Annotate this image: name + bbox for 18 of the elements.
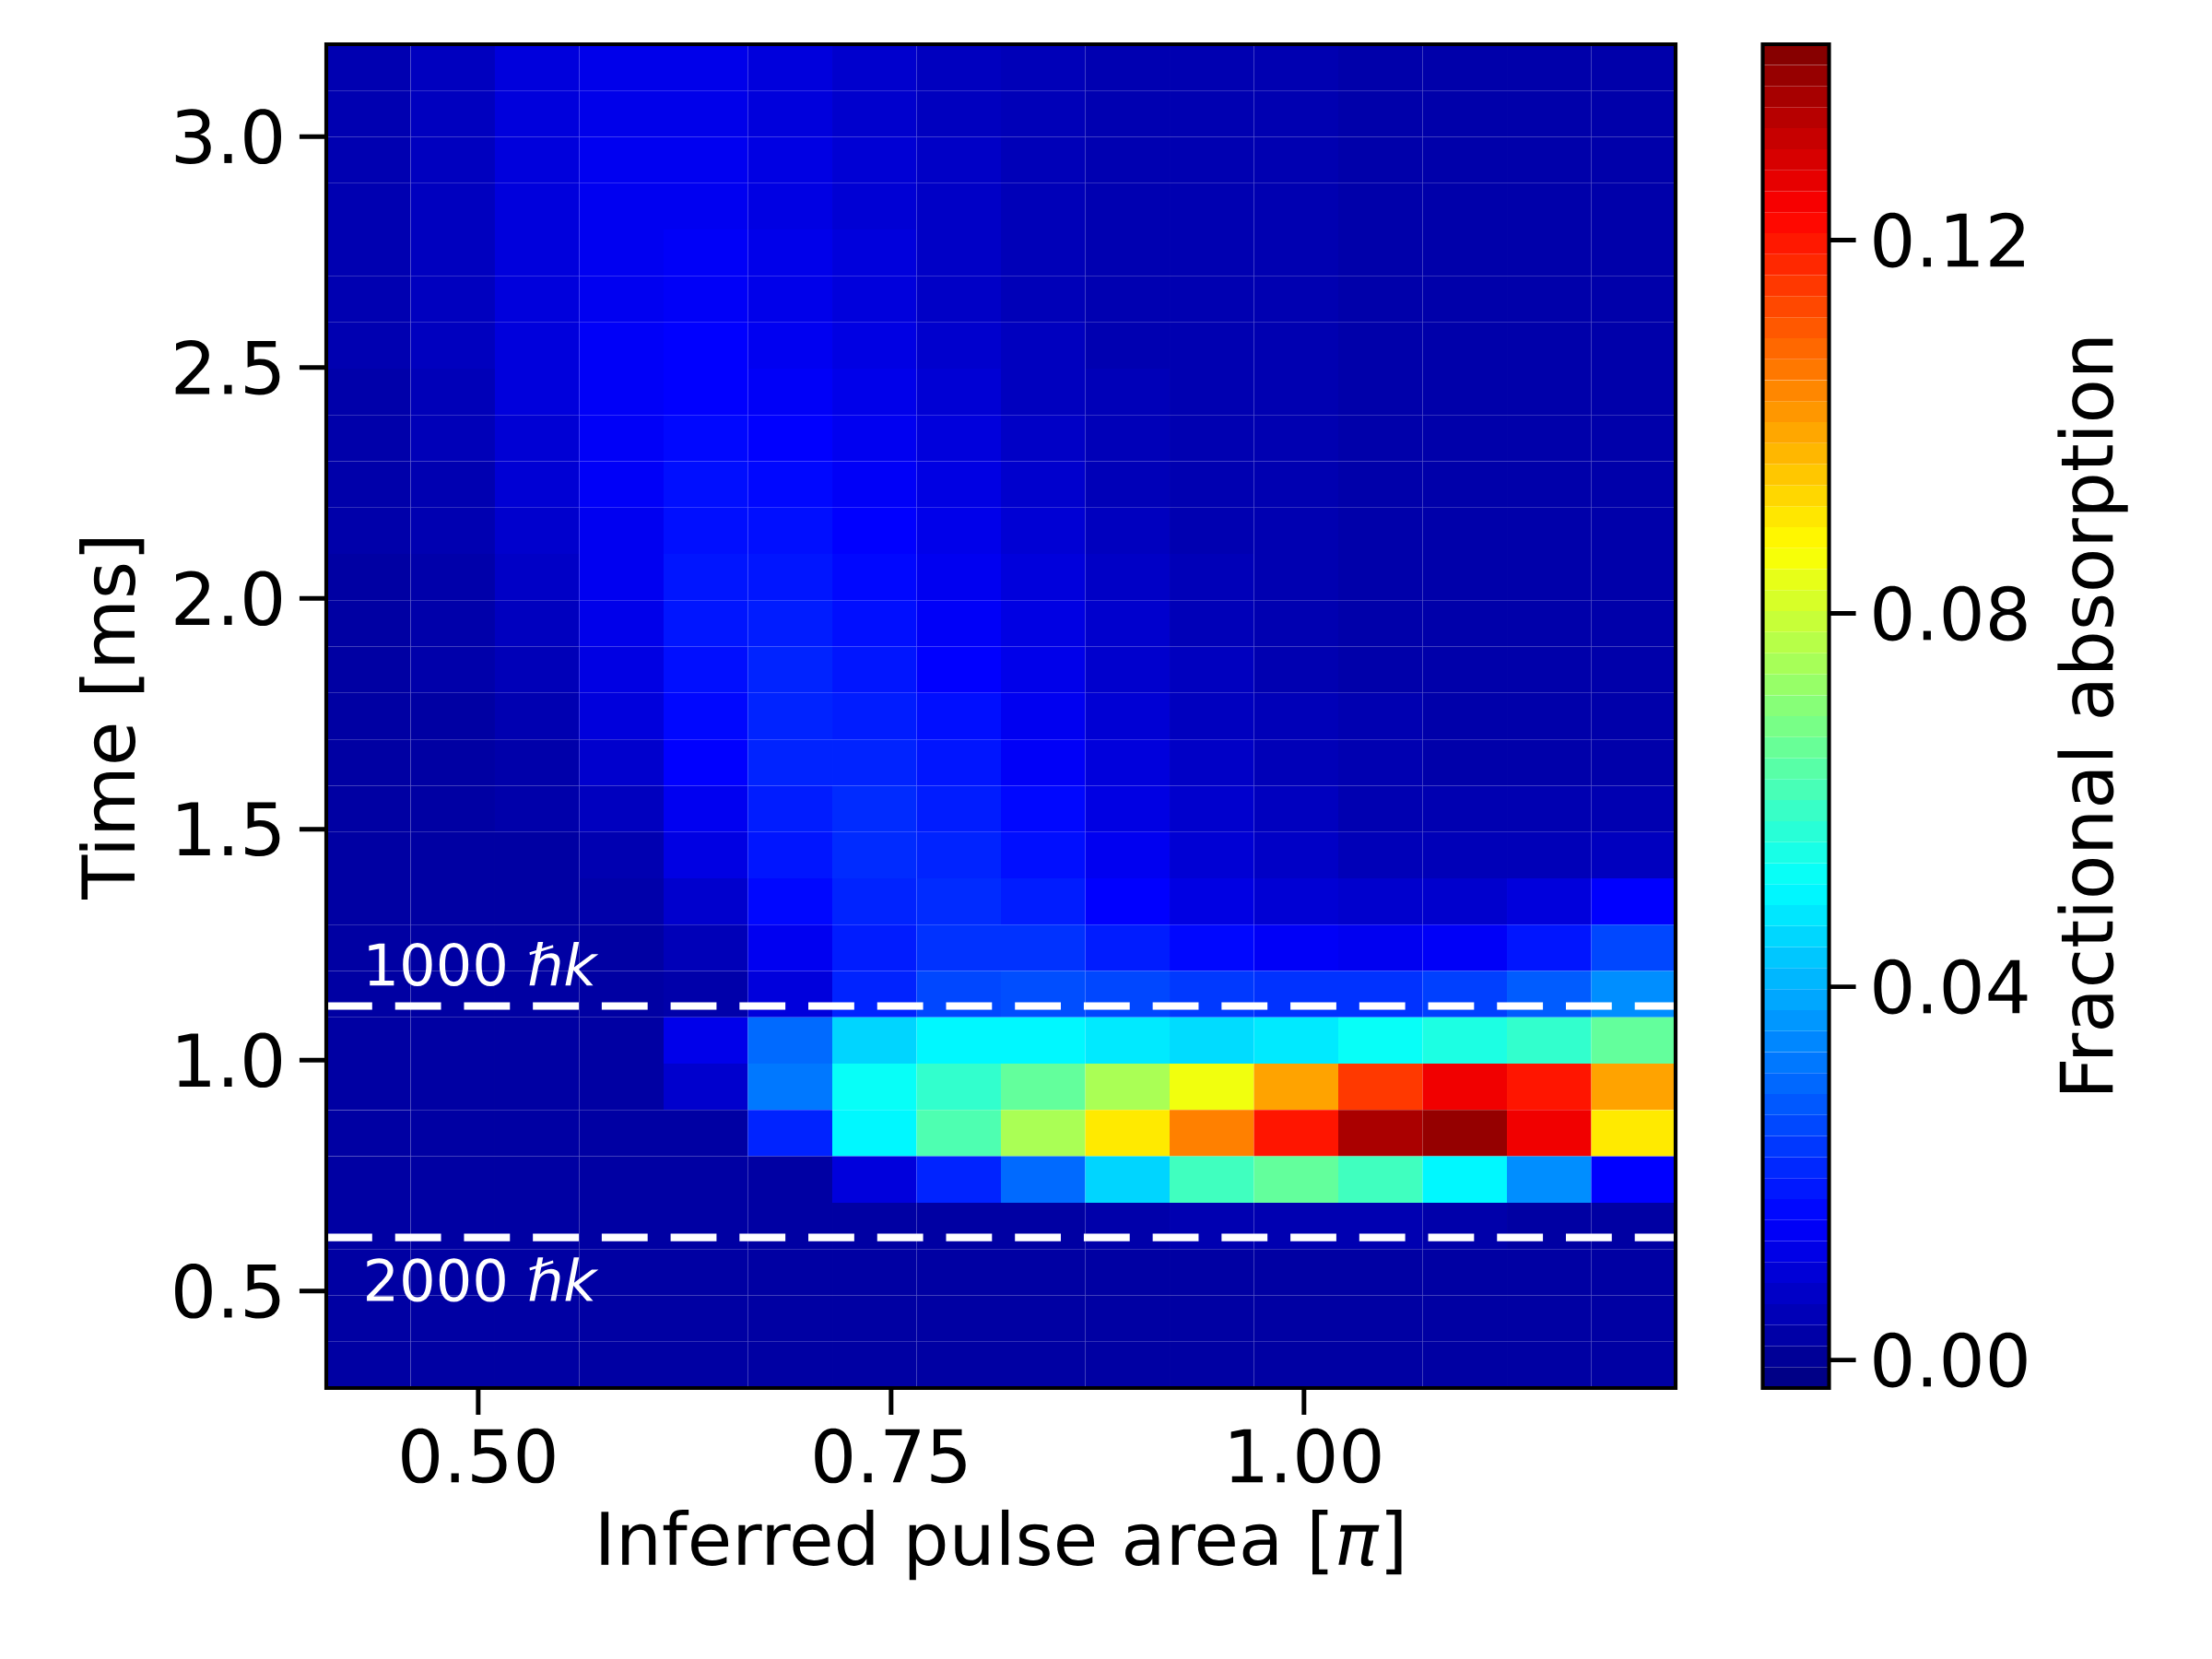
color-bar-label: 0.00 <box>1874 1332 2027 1388</box>
color-bar-label: 0.04 <box>1874 959 2028 1015</box>
color-bar-title: Fractional absorption <box>2057 338 2128 1092</box>
y-tick-label: 2.5 <box>175 339 280 395</box>
color-bar-label: 0.08 <box>1874 585 2027 641</box>
x-tick-label: 1.00 <box>1230 1428 1381 1484</box>
x-axis-title: Inferred pulse area [π] <box>601 1509 1402 1581</box>
y-tick-label: 1.0 <box>178 1032 282 1088</box>
y-tick-label: 1.5 <box>178 802 280 857</box>
ref-line-label: 1000 ℏk <box>369 941 599 987</box>
y-axis-title: Time [ms] <box>79 539 145 900</box>
y-tick-label: 2.0 <box>175 571 282 627</box>
x-tick-label: 0.75 <box>815 1428 966 1484</box>
x-tick-label: 0.50 <box>402 1428 555 1484</box>
y-tick-label: 3.0 <box>175 109 282 164</box>
y-tick-label: 0.5 <box>175 1263 280 1319</box>
ref-line-label: 2000 ℏk <box>367 1257 599 1302</box>
color-bar-label: 0.12 <box>1874 212 2024 268</box>
